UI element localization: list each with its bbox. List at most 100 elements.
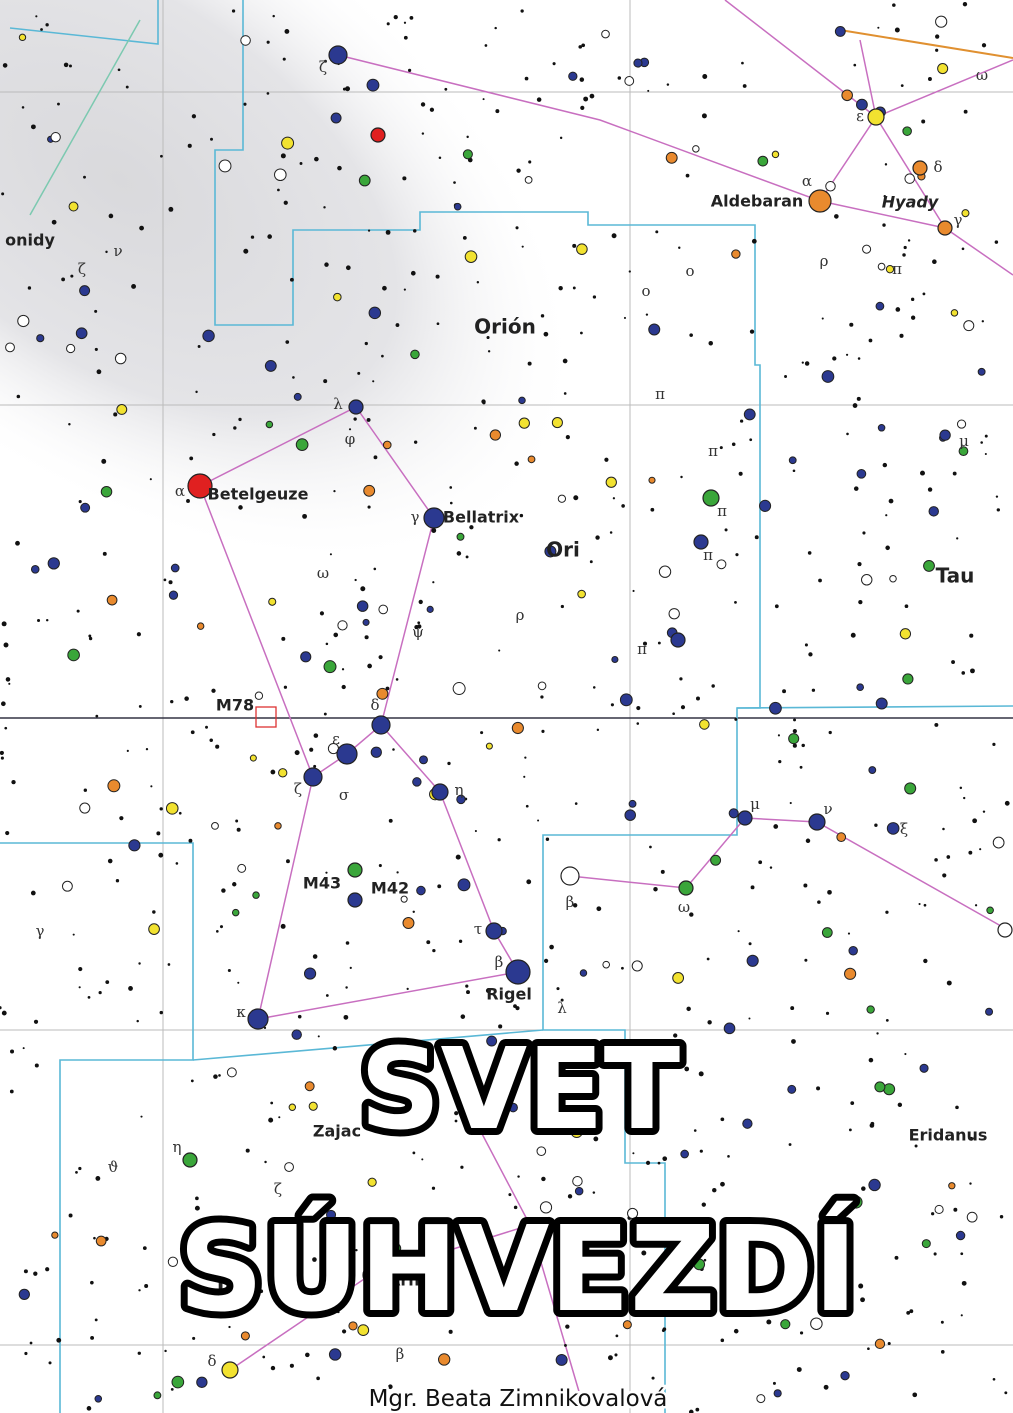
greek-label: γ xyxy=(411,508,420,526)
star xyxy=(581,43,586,48)
star xyxy=(617,76,622,80)
star xyxy=(961,1280,967,1286)
star xyxy=(368,306,382,320)
star xyxy=(660,869,665,874)
star xyxy=(902,253,906,257)
star xyxy=(190,1079,194,1083)
star xyxy=(357,371,361,375)
star xyxy=(537,819,540,822)
star xyxy=(252,891,260,899)
star xyxy=(672,972,685,984)
star xyxy=(393,14,398,20)
star xyxy=(920,470,925,476)
star xyxy=(693,1129,697,1132)
star xyxy=(780,1319,791,1330)
star xyxy=(743,408,756,421)
star xyxy=(999,1215,1004,1219)
star xyxy=(125,85,129,89)
star xyxy=(403,21,407,24)
star xyxy=(68,1213,73,1218)
star xyxy=(895,307,901,312)
star xyxy=(416,885,426,896)
star xyxy=(816,1086,821,1091)
star xyxy=(426,605,434,613)
star xyxy=(931,1212,935,1216)
star xyxy=(455,854,461,860)
star xyxy=(836,832,847,843)
star xyxy=(968,850,973,855)
greek-label: δ xyxy=(370,696,379,714)
bright-star xyxy=(867,108,885,126)
star xyxy=(650,507,655,512)
star xyxy=(460,1165,464,1169)
star xyxy=(186,499,190,503)
star xyxy=(559,136,563,140)
star xyxy=(308,1101,318,1111)
greek-label: ζ xyxy=(78,260,86,278)
greek-label: φ xyxy=(345,430,356,448)
star xyxy=(570,1126,583,1139)
bright-star xyxy=(485,922,503,940)
star xyxy=(364,341,368,346)
star xyxy=(300,651,312,663)
star xyxy=(572,243,577,248)
star xyxy=(706,957,710,961)
greek-label: ξ xyxy=(900,820,908,838)
star xyxy=(313,733,319,738)
star xyxy=(734,717,738,721)
star xyxy=(210,137,213,141)
star xyxy=(882,223,886,227)
bright-star xyxy=(423,507,445,529)
star xyxy=(70,274,74,278)
star xyxy=(29,1341,33,1345)
star xyxy=(789,801,792,805)
star xyxy=(648,476,656,484)
star xyxy=(105,980,110,984)
bright-star xyxy=(702,489,720,507)
star xyxy=(888,498,894,504)
star xyxy=(956,419,967,429)
map-label: Tau xyxy=(936,564,975,588)
star xyxy=(107,779,121,793)
star xyxy=(810,1317,823,1330)
map-label: Aldebaran xyxy=(711,192,804,211)
star xyxy=(956,537,959,540)
star xyxy=(817,900,821,904)
star xyxy=(904,782,917,795)
star xyxy=(510,1092,514,1097)
star xyxy=(729,1270,732,1274)
star xyxy=(962,2,968,7)
star xyxy=(489,429,502,441)
star xyxy=(464,250,478,263)
star xyxy=(636,705,641,711)
star xyxy=(543,958,549,964)
star xyxy=(910,297,915,302)
star xyxy=(453,202,462,211)
star xyxy=(612,497,616,500)
star xyxy=(567,1194,573,1199)
star xyxy=(167,963,171,966)
star xyxy=(498,649,501,652)
star xyxy=(605,476,617,488)
star xyxy=(323,379,328,384)
star xyxy=(727,1155,730,1158)
star xyxy=(482,98,485,101)
star xyxy=(568,71,578,81)
star xyxy=(158,852,164,858)
star xyxy=(323,206,326,209)
star xyxy=(270,769,276,775)
star xyxy=(790,1006,795,1011)
star xyxy=(410,349,420,360)
star xyxy=(611,233,617,239)
star xyxy=(402,1107,407,1112)
star xyxy=(1,1010,7,1016)
star xyxy=(61,277,66,282)
star xyxy=(857,562,862,567)
star xyxy=(624,809,637,821)
star xyxy=(382,285,387,291)
star xyxy=(946,980,952,986)
star xyxy=(67,648,80,662)
bright-star xyxy=(247,1008,269,1030)
star xyxy=(18,1288,30,1301)
star xyxy=(159,807,163,811)
